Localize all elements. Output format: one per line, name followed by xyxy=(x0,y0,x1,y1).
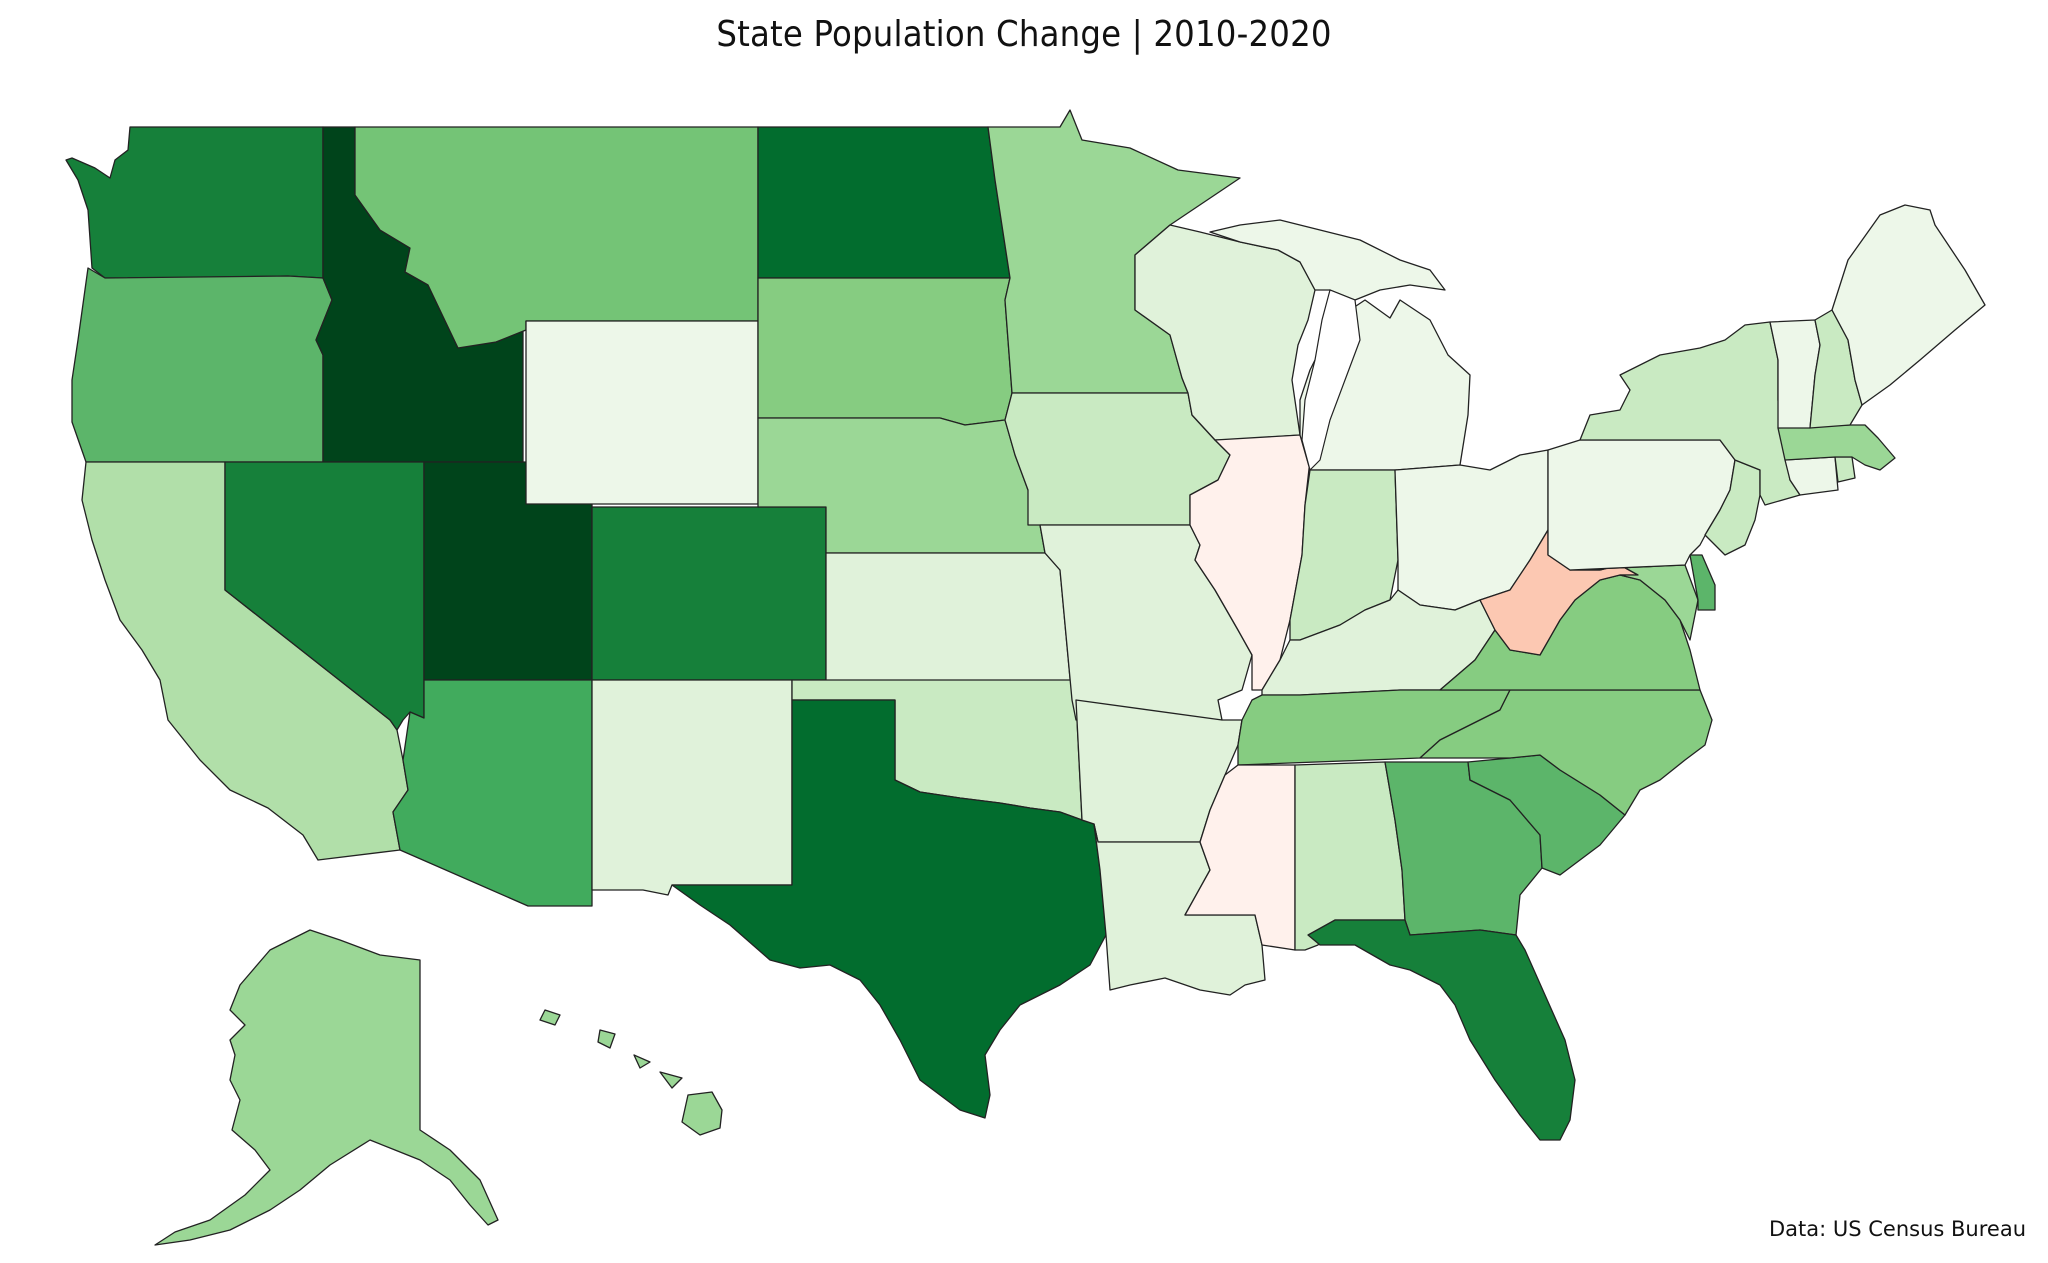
state-colorado: Colorado xyxy=(591,506,827,681)
state-north-dakota: North Dakota xyxy=(757,126,1011,279)
state-rhode-island: Rhode Island xyxy=(1834,456,1856,483)
state-south-dakota: South Dakota xyxy=(757,277,1013,426)
state-hawaii: Hawaii xyxy=(539,1009,723,1136)
state-north-carolina: North Carolina xyxy=(1419,689,1713,816)
state-texas: Texas xyxy=(671,699,1107,1119)
state-oregon: Oregon xyxy=(71,267,333,463)
state-florida: Florida xyxy=(1307,919,1576,1141)
map-title: State Population Change | 2010-2020 xyxy=(716,14,1332,55)
data-source-label: Data: US Census Bureau xyxy=(1768,1217,2026,1241)
state-new-mexico: New Mexico xyxy=(591,679,793,896)
state-maine: Maine xyxy=(1831,204,1986,406)
state-pennsylvania: Pennsylvania xyxy=(1547,439,1736,571)
state-wyoming: Wyoming xyxy=(525,320,759,505)
state-washington: Washington xyxy=(65,126,324,279)
state-kansas: Kansas xyxy=(825,552,1073,701)
state-delaware: Delaware xyxy=(1689,554,1716,611)
state-alaska: Alaska xyxy=(154,929,499,1246)
lake-michigan xyxy=(1301,289,1361,472)
state-massachusetts: Massachusetts xyxy=(1777,424,1896,471)
